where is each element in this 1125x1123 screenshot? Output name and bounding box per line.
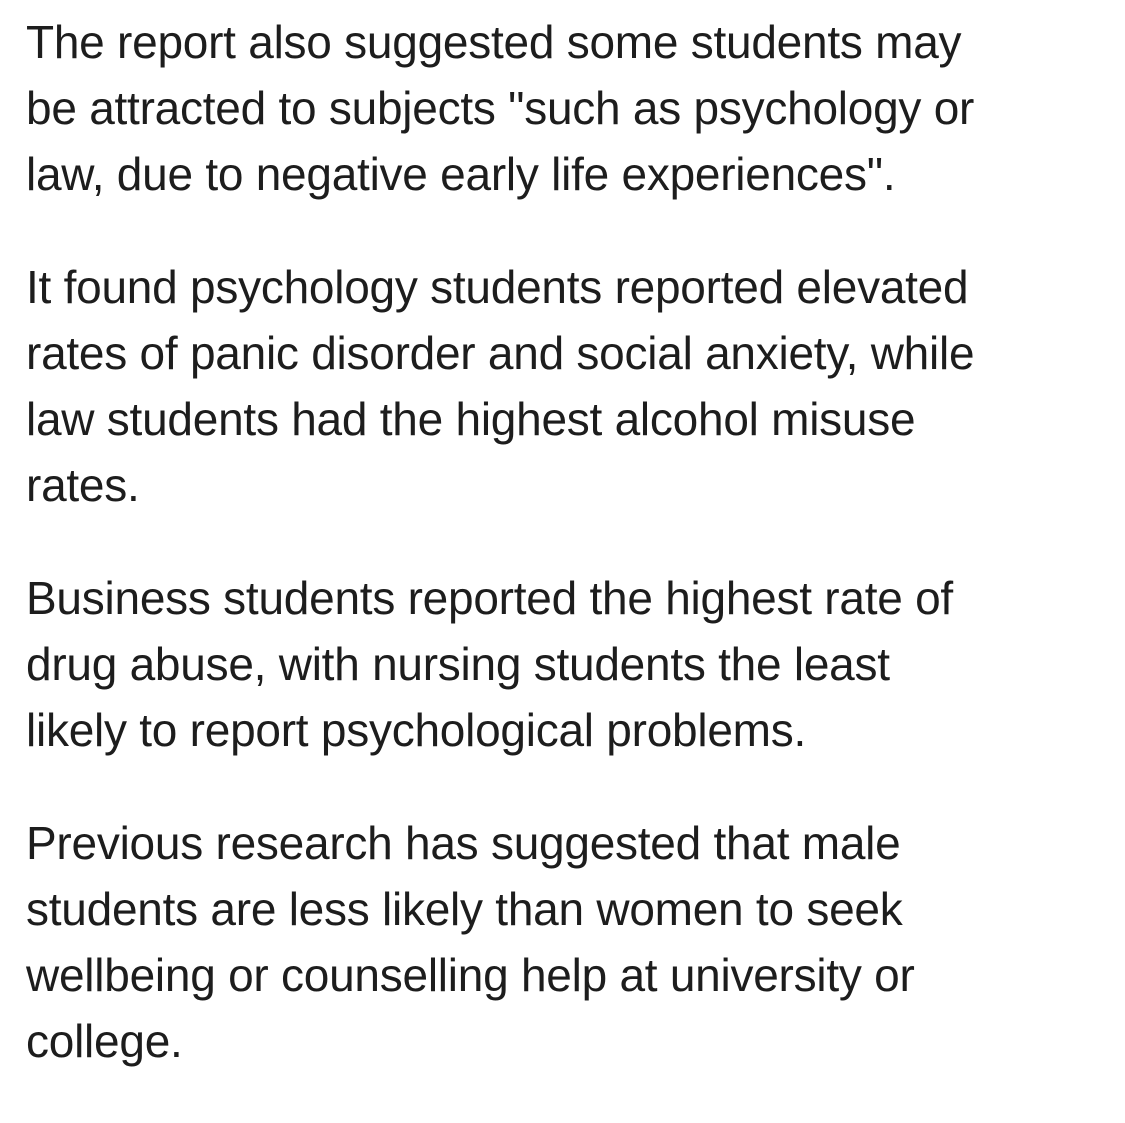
text-line: likely to report psychological problems. <box>26 704 807 756</box>
paragraph: Previous research has suggested that mal… <box>26 810 1087 1074</box>
text-line: drug abuse, with nursing students the le… <box>26 638 890 690</box>
text-line: college. <box>26 1015 183 1067</box>
text-line: Previous research has suggested that mal… <box>26 817 901 869</box>
text-line: The report also suggested some students … <box>26 16 962 68</box>
paragraph: It found psychology students reported el… <box>26 254 1087 518</box>
text-line: be attracted to subjects "such as psycho… <box>26 82 975 134</box>
text-line: It found psychology students reported el… <box>26 261 969 313</box>
paragraph: Business students reported the highest r… <box>26 565 1087 763</box>
text-line: law, due to negative early life experien… <box>26 148 896 200</box>
text-line: students are less likely than women to s… <box>26 883 903 935</box>
text-line: rates of panic disorder and social anxie… <box>26 327 975 379</box>
text-line: wellbeing or counselling help at univers… <box>26 949 915 1001</box>
text-line: rates. <box>26 459 140 511</box>
article-body: The report also suggested some students … <box>26 9 1087 1074</box>
text-line: law students had the highest alcohol mis… <box>26 393 916 445</box>
text-line: Business students reported the highest r… <box>26 572 953 624</box>
paragraph: The report also suggested some students … <box>26 9 1087 207</box>
